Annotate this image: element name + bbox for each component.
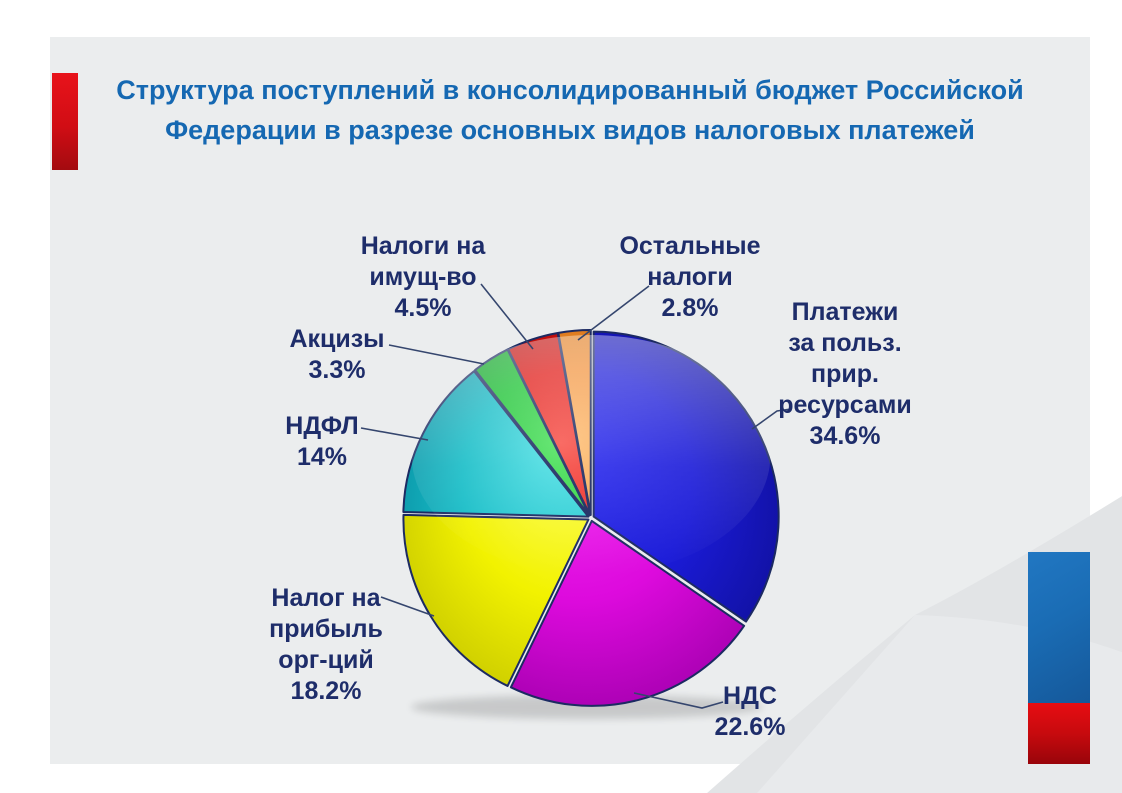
callout-line: имущ-во [369, 263, 477, 291]
callout-line: налоги [647, 263, 733, 291]
slide-title-line-1: Структура поступлений в консолидированны… [116, 75, 1024, 105]
background-swoosh [707, 496, 1122, 793]
callout-line: НДФЛ [285, 412, 359, 440]
callout-line: за польз. [788, 329, 902, 357]
slide-title: Структура поступлений в консолидированны… [90, 70, 1050, 150]
callout-line: Налоги на [360, 232, 486, 260]
callout-line: 2.8% [661, 294, 719, 322]
callout-line: ресурсами [778, 391, 912, 419]
slice-callout-4: НДФЛ 14% [285, 411, 358, 473]
slice-callout-6: Налоги на имущ-во 4.5% [361, 231, 486, 324]
slice-callout-2: НДС 22.6% [715, 681, 786, 743]
slice-callout-7: Остальные налоги 2.8% [619, 231, 760, 324]
callout-line: 3.3% [308, 356, 366, 384]
callout-line: прир. [811, 360, 879, 388]
slide-title-line-2: Федерации в разрезе основных видов налог… [165, 115, 975, 145]
callout-line: орг-ций [278, 646, 374, 674]
accent-bar-right-blue [1028, 552, 1090, 703]
accent-bar-right-red [1028, 703, 1090, 764]
callout-line: Остальные [619, 232, 761, 260]
callout-line: 14% [296, 443, 348, 471]
callout-line: прибыль [269, 615, 383, 643]
slice-callout-3: Налог на прибыль орг-ций 18.2% [269, 583, 383, 707]
callout-line: Акцизы [289, 325, 385, 353]
callout-line: 18.2% [290, 677, 362, 705]
callout-line: 4.5% [394, 294, 452, 322]
callout-line: Налог на [271, 584, 381, 612]
callout-line: НДС [723, 682, 777, 710]
slice-callout-1: Платежи за польз. прир. ресурсами 34.6% [778, 297, 912, 452]
callout-line: 22.6% [714, 713, 786, 741]
accent-bar-left-red [52, 73, 78, 170]
callout-line: 34.6% [809, 422, 881, 450]
callout-line: Платежи [791, 298, 899, 326]
slice-callout-5: Акцизы 3.3% [289, 324, 384, 386]
